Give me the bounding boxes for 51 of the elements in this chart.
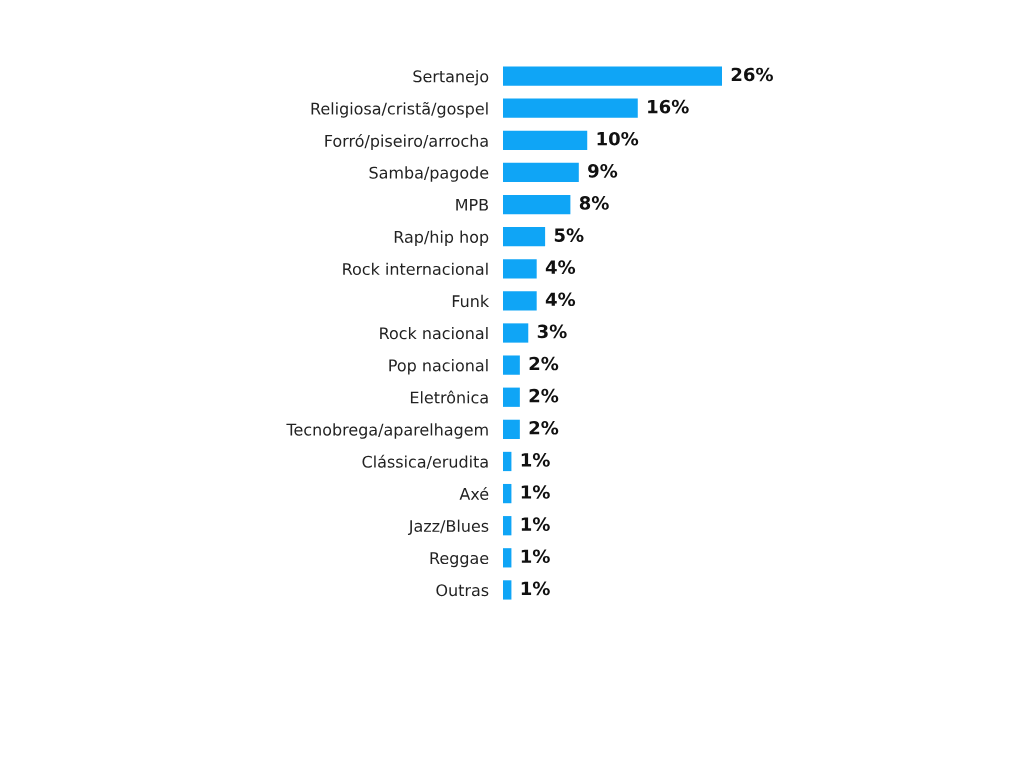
bar <box>503 162 579 183</box>
data-label: 2% <box>529 388 559 403</box>
bar <box>503 355 520 375</box>
data-label: 9% <box>588 163 618 178</box>
data-label: 1% <box>521 453 550 467</box>
data-label: 8% <box>579 196 609 210</box>
data-label: 4% <box>545 292 576 307</box>
bar <box>503 291 537 311</box>
data-label: 16% <box>648 99 689 114</box>
y-tick-label: Eletrônica <box>410 390 488 404</box>
data-label: 2% <box>529 420 559 435</box>
y-tick-label: Forró/piseiro/arrocha <box>325 133 488 150</box>
bar <box>503 323 529 343</box>
y-tick-label: Pop nacional <box>389 359 488 375</box>
y-tick-label: Rock nacional <box>380 326 488 340</box>
data-label: 1% <box>521 549 550 564</box>
bar <box>503 130 588 150</box>
y-tick-label: Clássica/erudita <box>362 454 488 470</box>
bar <box>503 227 546 247</box>
bar <box>503 66 722 86</box>
bar <box>503 483 512 504</box>
bar <box>503 451 512 472</box>
bar <box>503 194 571 215</box>
data-label: 2% <box>529 356 559 371</box>
y-tick-label: Axé <box>459 486 489 500</box>
data-label: 10% <box>597 131 639 146</box>
y-tick-label: Reggae <box>430 552 489 568</box>
y-tick-label: MPB <box>456 198 488 211</box>
y-tick-label: Sertanejo <box>413 69 489 86</box>
bar <box>503 387 520 407</box>
data-label: 4% <box>545 260 576 274</box>
bar <box>503 98 638 118</box>
y-tick-label: Religiosa/cristã/gospel <box>311 101 488 118</box>
y-tick-label: Jazz/Blues <box>407 519 489 535</box>
data-label: 26% <box>731 67 773 82</box>
y-tick-label: Samba/pagode <box>369 166 489 182</box>
y-tick-label: Funk <box>452 294 490 308</box>
bar <box>503 419 520 439</box>
y-tick-label: Rock internacional <box>343 262 488 276</box>
data-label: 1% <box>521 517 550 531</box>
data-label: 1% <box>521 581 550 596</box>
bar <box>503 516 512 536</box>
data-label: 5% <box>554 228 584 242</box>
data-label: 3% <box>537 324 567 339</box>
bar <box>503 548 512 568</box>
data-label: 1% <box>521 485 550 499</box>
y-tick-label: Tecnobrega/aparelhagem <box>286 423 488 439</box>
y-tick-label: Rap/hip hop <box>394 230 489 247</box>
bar <box>503 580 512 600</box>
y-tick-label: Outras <box>436 584 489 597</box>
bar <box>503 259 537 279</box>
